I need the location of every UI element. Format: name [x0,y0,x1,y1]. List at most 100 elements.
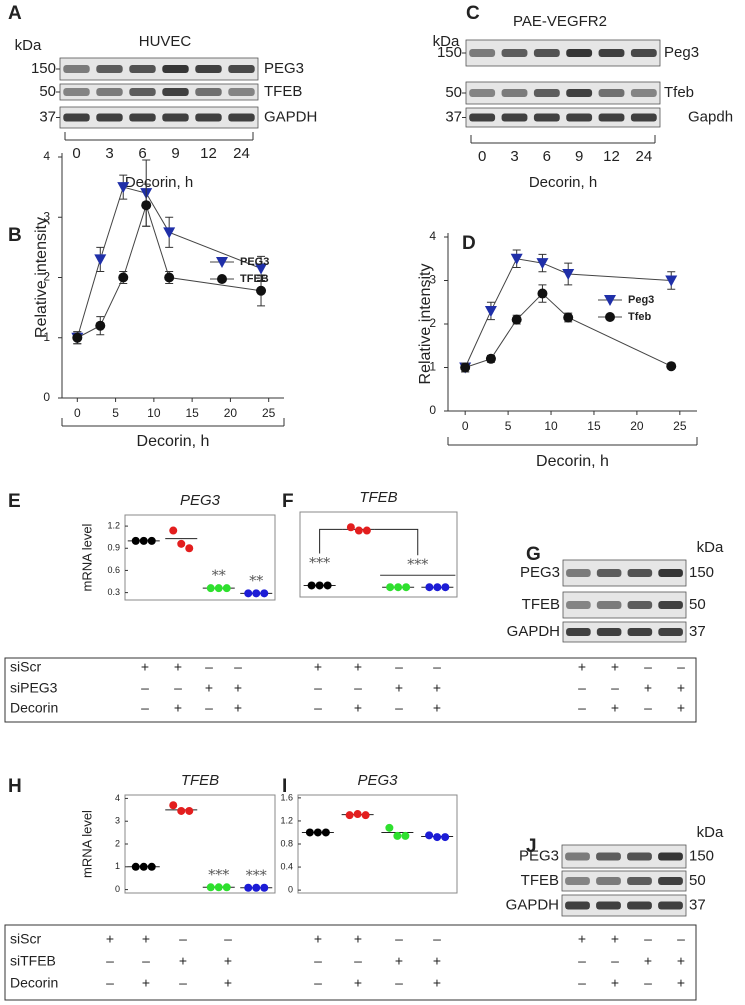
significance: *** [208,867,229,883]
y-tick-label: 1.2 [107,520,120,530]
dot [252,589,261,598]
dot [386,583,395,592]
dot [313,828,322,837]
blot-band [162,65,189,73]
lane-label: 12 [200,145,217,162]
condition-sign: – [106,953,114,969]
x-tick-label: 5 [112,406,119,420]
blot-band [658,601,683,609]
condition-sign: + [433,975,441,991]
condition-sign: – [106,975,114,991]
blot-band [598,49,625,57]
blot-band [566,49,593,57]
condition-sign: – [395,931,403,947]
marker-label: 37 [689,623,706,640]
y-tick-label: 0 [429,403,436,417]
blot-band [566,113,593,122]
condition-sign: + [141,659,149,675]
condition-sign: + [578,659,586,675]
condition-sign: – [205,659,213,675]
dot [185,544,194,553]
lane-label: 6 [138,145,146,162]
marker [665,275,678,287]
condition-sign: + [314,659,322,675]
blot-band [469,89,496,97]
dot [147,536,156,545]
x-axis-label: Decorin, h [529,174,597,191]
blot-band [627,901,652,910]
dot [346,523,355,532]
condition-sign: – [395,700,403,716]
marker-label: 37 [39,108,56,125]
condition-sign: + [174,659,182,675]
marker-label: 50 [689,596,706,613]
condition-sign: – [354,953,362,969]
blot-band [566,89,593,97]
legend-marker [216,257,228,268]
condition-sign: + [611,975,619,991]
condition-sign: + [205,680,213,696]
significance: ** [212,568,226,584]
dot [185,806,194,815]
lane-label: 12 [603,148,620,165]
y-axis-label: mRNA level [79,810,94,878]
condition-sign: + [395,680,403,696]
y-tick-label: 0.4 [280,861,293,871]
lane-label: 24 [635,148,652,165]
condition-sign: + [142,975,150,991]
plot-frame [297,794,458,894]
significance: ** [249,573,263,589]
dot [393,831,402,840]
blot-band [501,89,528,97]
y-tick-label: 3 [43,209,50,223]
condition-sign: + [433,953,441,969]
marker [94,254,107,266]
significance: *** [407,557,428,573]
marker-label: 150 [689,847,714,864]
condition-sign: + [234,700,242,716]
x-tick-label: 20 [224,406,238,420]
blot-band [627,601,653,609]
y-tick-label: 0 [115,884,120,894]
dot [321,828,330,837]
y-tick-label: 0 [288,884,293,894]
blot-band [658,901,683,910]
condition-sign: + [395,953,403,969]
blot-band [129,65,156,73]
condition-sign: + [677,975,685,991]
x-tick-label: 25 [262,406,276,420]
y-tick-label: 0.8 [280,838,293,848]
legend-label: Peg3 [628,294,654,306]
condition-sign: + [677,700,685,716]
blot-band [96,88,123,96]
dot [305,828,314,837]
marker [485,353,496,364]
kda-label: kDa [433,33,460,50]
blot-band [596,601,622,609]
protein-label: Peg3 [664,44,699,61]
panel-letter: B [8,225,22,246]
condition-sign: – [141,700,149,716]
condition-sign: + [611,700,619,716]
y-tick-label: 4 [43,149,50,163]
legend-label: TFEB [240,273,269,285]
blot-band [469,49,496,57]
condition-sign: – [179,931,187,947]
dot [260,883,269,892]
condition-label: siTFEB [10,953,56,969]
panel-letter: H [8,776,22,797]
marker [537,288,548,299]
condition-sign: – [234,659,242,675]
condition-sign: + [578,931,586,947]
dot [244,883,253,892]
blot-band [63,88,90,96]
legend-marker [217,274,227,284]
dot [433,583,442,592]
dot [222,883,231,892]
condition-sign: – [644,931,652,947]
data-line [76,186,262,338]
lane-label: 9 [171,145,179,162]
condition-sign: + [106,931,114,947]
protein-label: TFEB [521,872,559,889]
marker [562,268,575,280]
